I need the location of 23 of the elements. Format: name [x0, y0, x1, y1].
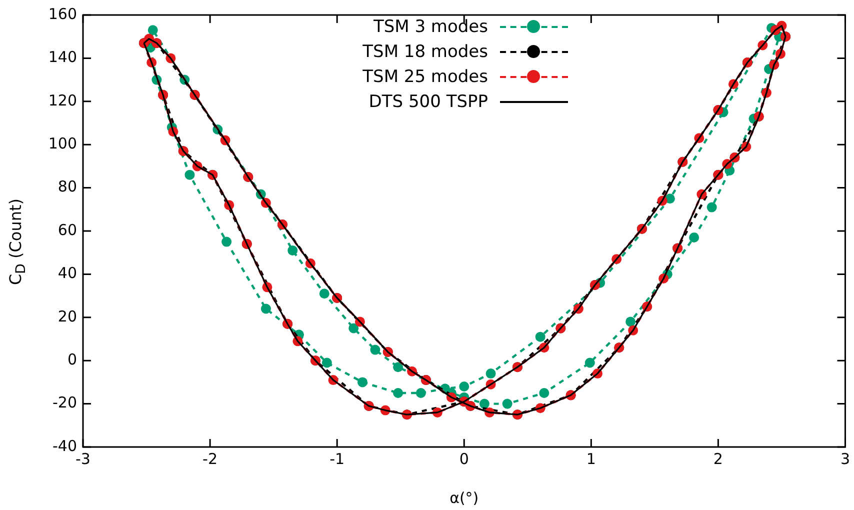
y-tick-label: 140: [48, 48, 77, 66]
legend-label: TSM 25 modes: [362, 66, 488, 86]
legend-label: TSM 3 modes: [373, 16, 488, 36]
x-tick-label: -2: [202, 450, 218, 468]
x-tick-label: -3: [76, 450, 90, 468]
y-tick-label: -40: [52, 436, 77, 455]
y-tick-label: -20: [52, 394, 77, 412]
y-tick-label: 40: [58, 264, 77, 282]
legend-label: TSM 18 modes: [362, 42, 488, 62]
x-tick-label: -1: [330, 450, 345, 468]
y-tick-label: 100: [48, 134, 77, 152]
y-tick-label: 60: [58, 220, 77, 239]
x-axis-title: α(°): [450, 488, 479, 507]
y-tick-label: 0: [67, 350, 77, 368]
y-tick-label: 20: [58, 307, 77, 326]
y-tick-label: 160: [48, 4, 77, 23]
x-tick-label: 3: [840, 450, 850, 468]
x-tick-label: 0: [459, 450, 469, 468]
legend-label: DTS 500 TSPP: [368, 92, 488, 112]
y-tick-label: 120: [48, 91, 77, 110]
y-tick-label: 80: [58, 178, 77, 196]
x-tick-label: 2: [713, 450, 723, 468]
x-tick-label: 1: [586, 450, 596, 468]
